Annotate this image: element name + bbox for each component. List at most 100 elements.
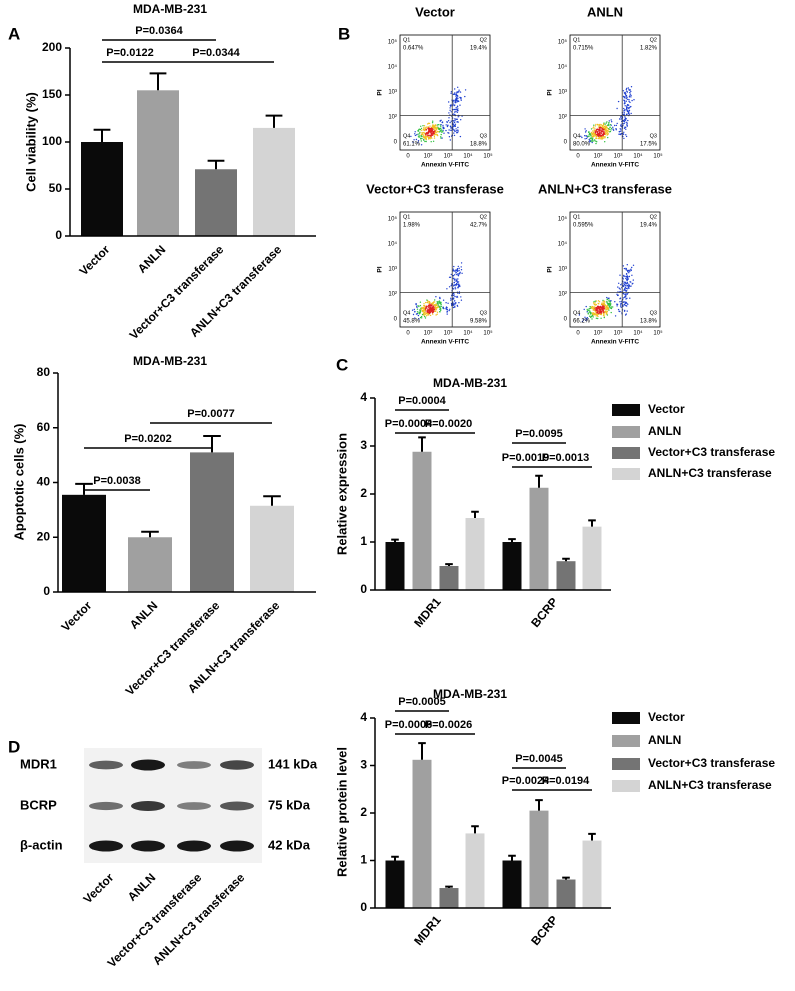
event-dot [428,311,431,313]
event-dot [418,318,420,320]
event-dot [625,313,627,315]
event-dot [597,317,599,320]
y-tick-label: 10³ [388,90,397,96]
event-dot [414,133,416,135]
event-dot [442,127,444,130]
event-dot [602,132,605,134]
x-tick-label: 10² [424,331,433,337]
event-dot [598,129,600,132]
event-dot [589,310,591,312]
event-dot [433,125,436,128]
event-dot [588,141,591,143]
event-dot [453,129,455,131]
event-dot [630,268,632,270]
event-dot [458,302,460,304]
x-axis-label: Annexin V-FITC [591,339,639,346]
event-dot [419,310,422,312]
event-dot [606,302,609,304]
event-dot [460,266,462,268]
event-dot [623,274,625,277]
x-axis-label: Annexin V-FITC [421,162,469,169]
event-dot [461,272,463,274]
event-dot [588,315,591,317]
event-dot [590,135,592,137]
event-dot [456,268,459,270]
event-dot [605,126,608,128]
event-dot [612,306,614,308]
event-dot [453,279,455,281]
event-dot [630,94,632,97]
y-tick-label: 0 [55,228,62,242]
event-dot [600,312,602,314]
lane-label: ANLN [125,870,158,903]
event-dot [448,129,450,131]
event-dot [417,133,419,135]
event-dot [623,131,625,133]
significance-label: P=0.0026 [425,719,472,731]
event-dot [627,285,630,287]
event-dot [432,125,434,128]
error-bar [471,510,479,518]
event-dot [597,134,599,136]
event-dot [627,270,629,272]
bar [412,759,432,908]
quadrant-value: 17.5% [640,142,658,148]
event-dot [625,302,627,304]
quadrant-name: Q2 [650,37,657,43]
event-dot [427,126,430,128]
event-dot [424,126,426,129]
event-dot [622,297,625,299]
event-dot [423,125,426,127]
event-dot [624,116,626,118]
significance-label: P=0.0013 [542,452,589,464]
event-dot [604,301,606,303]
event-dot [601,306,604,308]
bar [253,127,295,236]
event-dot [433,127,435,129]
event-dot [620,284,622,286]
y-tick-label: 0 [394,140,398,146]
event-dot [429,134,432,137]
x-tick-label: Vector [59,598,95,634]
event-dot [436,301,438,303]
event-dot [453,113,455,115]
event-dot [624,119,627,122]
event-dot [454,101,456,104]
event-dot [623,107,625,110]
quadrant-value: 19.4% [470,46,488,52]
event-dot [434,131,437,134]
event-dot [594,307,596,309]
event-dot [457,273,459,275]
event-dot [453,281,456,284]
x-tick-label: 10² [594,331,603,337]
event-dot [594,132,596,134]
event-dot [434,126,437,129]
event-dot [455,128,457,130]
event-dot [620,118,622,120]
event-dot [586,318,588,320]
event-dot [452,270,455,272]
x-tick-label: MDR1 [411,595,444,630]
event-dot [417,140,420,142]
event-dot [591,318,593,320]
event-dot [592,309,595,311]
event-dot [624,117,627,120]
error-bar [588,519,596,527]
event-dot [601,302,603,304]
event-dot [624,301,626,303]
event-dot [606,134,608,136]
quadrant-value: 0.595% [573,223,594,229]
event-dot [427,122,430,125]
event-dot [449,107,451,109]
event-dot [424,315,426,318]
significance-label: P=0.0004 [385,418,433,430]
x-tick-label: 0 [576,154,580,160]
bar [582,840,602,908]
event-dot [428,131,430,133]
legend-swatch [612,468,640,480]
event-dot [589,139,591,142]
event-dot [596,309,598,312]
event-dot [596,135,598,138]
event-dot [455,93,457,96]
event-dot [616,305,618,307]
